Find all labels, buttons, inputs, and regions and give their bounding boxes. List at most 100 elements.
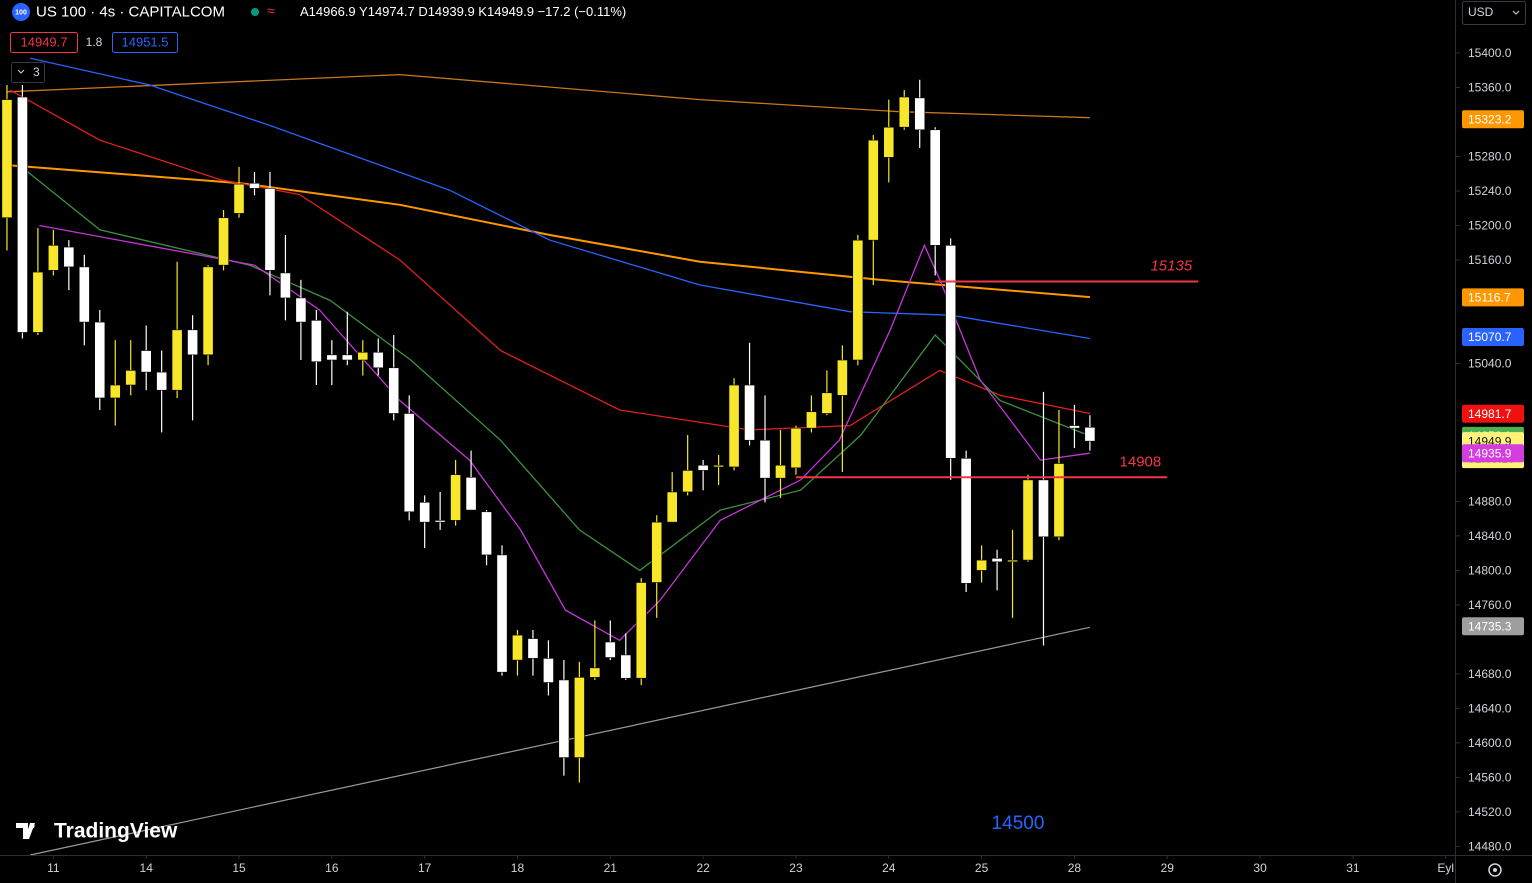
sell-price[interactable]: 14949.7 xyxy=(21,34,68,49)
candle-body xyxy=(682,470,694,493)
candle-body xyxy=(836,359,848,396)
x-tick-label: 22 xyxy=(696,861,710,875)
candle-body xyxy=(496,554,508,673)
sell-button[interactable] xyxy=(10,32,78,53)
y-tick-label: 15360.0 xyxy=(1468,81,1512,95)
annotation: 14500 xyxy=(992,813,1045,834)
candle-body xyxy=(976,559,988,571)
candle-body xyxy=(341,354,353,361)
candle-body xyxy=(187,329,199,356)
y-tick-label: 14680.0 xyxy=(1468,667,1512,681)
price-tag-label: 15116.7 xyxy=(1468,291,1511,305)
level-label: 14908 xyxy=(1120,453,1162,470)
candle-body xyxy=(481,511,492,556)
candle-body xyxy=(713,464,725,468)
symbol[interactable]: US 100 · 4s · CAPITALCOM xyxy=(36,3,225,20)
candle-body xyxy=(388,367,400,414)
candle-body xyxy=(1069,425,1080,429)
candle-body xyxy=(94,321,106,399)
candle-body xyxy=(372,351,384,369)
currency-button[interactable] xyxy=(1462,1,1526,25)
candle-body xyxy=(171,329,183,391)
candle-body xyxy=(310,320,322,363)
x-tick-label: 18 xyxy=(511,861,525,875)
x-tick-label: 30 xyxy=(1253,861,1267,875)
candle-body xyxy=(806,411,817,429)
candle-body xyxy=(543,658,554,683)
watermark: TradingView xyxy=(16,820,178,843)
candle-body xyxy=(1022,479,1034,561)
y-tick-label: 15400.0 xyxy=(1468,46,1512,60)
y-tick-label: 15240.0 xyxy=(1468,184,1512,198)
candle-body xyxy=(527,638,539,659)
candle-body xyxy=(63,246,75,268)
spread: 1.8 xyxy=(86,35,103,49)
y-tick-label: 14600.0 xyxy=(1468,736,1512,750)
candle-body xyxy=(775,464,786,479)
candle-body xyxy=(32,271,44,333)
candle-body xyxy=(125,370,137,386)
y-tick-label: 14800.0 xyxy=(1468,564,1512,578)
candle-body xyxy=(635,582,647,679)
candle-body xyxy=(218,217,229,266)
candle-body xyxy=(852,239,864,361)
watermark-logo xyxy=(29,823,35,829)
candle-body xyxy=(78,266,90,323)
candle-body xyxy=(929,129,941,246)
y-tick-label: 14640.0 xyxy=(1468,702,1512,716)
x-tick-label: 24 xyxy=(882,861,896,875)
candle-body xyxy=(558,679,570,758)
price-tag-label: 14735.3 xyxy=(1468,619,1512,633)
indicator-count[interactable]: 3 xyxy=(33,65,40,79)
header: 100 US 100 · 4s · CAPITALCOM ≈ A14966.9 … xyxy=(10,1,1526,83)
settings-icon[interactable] xyxy=(1488,863,1502,877)
candle-body xyxy=(357,351,369,361)
y-tick-label: 14520.0 xyxy=(1468,805,1512,819)
candle-body xyxy=(1053,463,1065,538)
candle-body xyxy=(109,384,121,399)
x-tick-label: 16 xyxy=(325,861,339,875)
candle-body xyxy=(1038,479,1049,538)
price-tag-label: 14935.9 xyxy=(1468,446,1512,460)
candle-body xyxy=(821,392,833,414)
x-tick-label: 29 xyxy=(1161,861,1175,875)
candle-body xyxy=(512,634,523,661)
price-tag xyxy=(1462,444,1524,463)
collapse-button[interactable] xyxy=(11,62,45,83)
candle-body xyxy=(697,464,709,471)
buy-button[interactable] xyxy=(112,32,178,53)
price-tag xyxy=(1462,288,1524,307)
candle-body xyxy=(403,413,415,513)
candle-body xyxy=(249,182,260,189)
x-tick-label: 28 xyxy=(1068,861,1082,875)
candle-body xyxy=(589,667,601,678)
currency[interactable]: USD xyxy=(1468,5,1494,19)
candle-body xyxy=(419,502,431,523)
x-tick-label: 25 xyxy=(975,861,989,875)
chevron xyxy=(1512,10,1520,15)
symbol-logo xyxy=(12,3,30,21)
logo-text: 100 xyxy=(15,9,27,16)
market-status xyxy=(251,8,259,16)
buy-price[interactable]: 14951.5 xyxy=(122,34,169,49)
candle-body xyxy=(914,97,926,131)
gear[interactable] xyxy=(1488,863,1502,877)
candle-body xyxy=(233,183,245,214)
candle-body xyxy=(604,641,616,658)
indicator-line xyxy=(6,73,1090,119)
price-tag-label: 14981.7 xyxy=(1468,407,1512,421)
price-tag-label: 15323.2 xyxy=(1468,112,1512,126)
x-tick-label: 11 xyxy=(47,861,60,875)
y-tick-label: 15160.0 xyxy=(1468,253,1512,267)
candle-body xyxy=(465,476,477,511)
x-tick-label: 23 xyxy=(789,861,803,875)
candle-body xyxy=(202,266,214,356)
candle-body xyxy=(280,272,291,299)
x-tick-label: Eyl xyxy=(1437,861,1454,875)
candle-body xyxy=(450,474,462,521)
candle-body xyxy=(1007,559,1018,563)
x-tick-label: 31 xyxy=(1346,861,1360,875)
candle-body xyxy=(666,491,678,523)
candle-body xyxy=(991,558,1003,563)
data-status: ≈ xyxy=(267,3,275,19)
